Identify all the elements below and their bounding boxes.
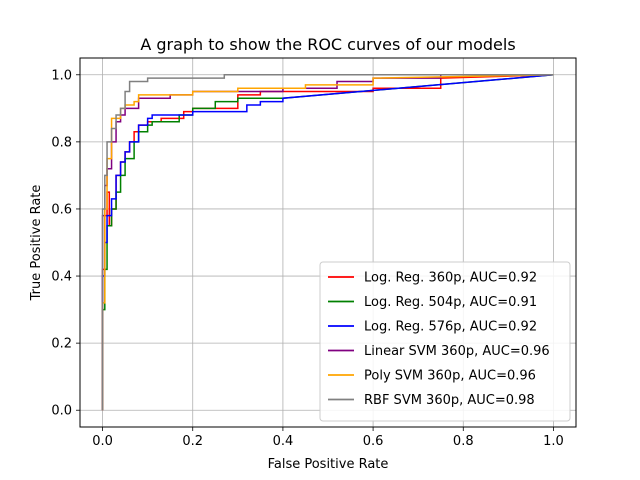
x-tick-label: 0.4 <box>273 434 294 449</box>
plot-area-frame <box>79 57 577 428</box>
x-tick-label: 1.0 <box>543 434 564 449</box>
series-line-3 <box>101 74 554 411</box>
legend-label-3: Log. Reg. 576p, AUC=0.92 <box>364 320 537 335</box>
series-layer <box>101 74 554 411</box>
x-tick-label: 0.0 <box>92 434 113 449</box>
legend-box <box>319 261 571 422</box>
series-line-5 <box>101 74 554 411</box>
y-axis-label: True Positive Rate <box>29 185 44 302</box>
series-line-1 <box>101 74 554 411</box>
legend-label-1: Log. Reg. 360p, AUC=0.92 <box>364 271 537 286</box>
x-tick-label: 0.2 <box>182 434 203 449</box>
ticks: 0.0 0.2 0.4 0.6 0.8 1.0 0.0 0.2 0.4 0.6 0.8 1.0 <box>51 68 563 449</box>
chart-title: A graph to show the ROC curves of our mo… <box>140 35 515 54</box>
legend-label-5: Poly SVM 360p, AUC=0.96 <box>364 369 536 384</box>
y-tick-label: 0.4 <box>51 270 72 285</box>
legend-label-6: RBF SVM 360p, AUC=0.98 <box>364 393 535 408</box>
legend-label-2: Log. Reg. 504p, AUC=0.91 <box>364 295 537 310</box>
y-tick-label: 0.6 <box>51 202 72 217</box>
y-tick-label: 0.2 <box>51 337 72 352</box>
y-tick-label: 1.0 <box>51 68 72 83</box>
x-tick-label: 0.8 <box>453 434 474 449</box>
legend: Log. Reg. 360p, AUC=0.92 Log. Reg. 504p, … <box>319 261 571 422</box>
x-axis-label: False Positive Rate <box>268 457 389 472</box>
y-tick-label: 0.8 <box>51 135 72 150</box>
series-line-6 <box>101 74 554 411</box>
x-tick-label: 0.6 <box>363 434 384 449</box>
legend-label-4: Linear SVM 360p, AUC=0.96 <box>364 344 550 359</box>
y-tick-label: 0.0 <box>51 404 72 419</box>
